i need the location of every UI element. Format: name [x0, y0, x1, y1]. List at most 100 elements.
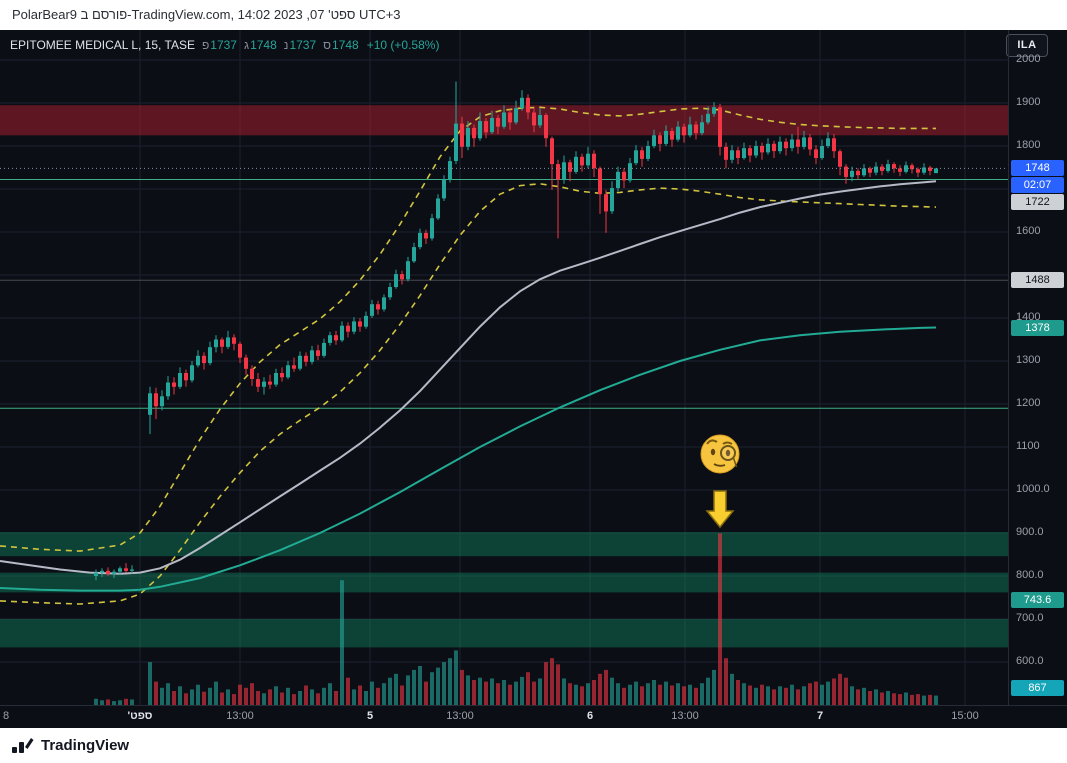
level-badge: 1488: [1011, 272, 1064, 288]
volume-bar: [346, 677, 350, 705]
volume-bar: [412, 669, 416, 705]
volume-bar: [514, 681, 518, 705]
volume-bar: [436, 667, 440, 705]
price-axis-label: 900.0: [1016, 526, 1044, 538]
volume-bar: [718, 533, 722, 705]
price-axis-label: 1800: [1016, 139, 1041, 151]
volume-bar: [466, 675, 470, 705]
volume-bar: [886, 691, 890, 705]
open-label: פ: [201, 38, 210, 52]
price-axis-label: 800.0: [1016, 569, 1044, 581]
volume-bar: [568, 683, 572, 705]
volume-bar: [124, 698, 128, 705]
support-zone: [0, 572, 1008, 593]
volume-bar: [130, 699, 134, 705]
volume-bar: [814, 681, 818, 705]
volume-bar: [850, 686, 854, 705]
volume-bar: [280, 692, 284, 705]
volume-bar: [148, 662, 152, 705]
volume-bar: [874, 689, 878, 705]
symbol-title[interactable]: EPITOMEE MEDICAL L, 15, TASE: [10, 38, 195, 52]
teal-ma-line: [0, 326, 937, 592]
volume-bar: [490, 678, 494, 705]
volume-bar: [928, 694, 932, 705]
volume-bar: [286, 687, 290, 705]
volume-bar: [274, 686, 278, 705]
volume-bar: [640, 686, 644, 705]
attribution-bar: PolarBear9 פורסם ב-TradingView.com, ספט'…: [0, 0, 1067, 30]
volume-bar: [844, 677, 848, 705]
volume-bar: [166, 683, 170, 705]
volume-bar: [730, 673, 734, 705]
volume-bar: [760, 684, 764, 705]
volume-bar: [712, 669, 716, 705]
volume-bar: [202, 691, 206, 705]
support-zone: [0, 532, 1008, 557]
volume-bar: [778, 686, 782, 705]
time-axis-label: 7: [816, 710, 824, 722]
volume-bar: [94, 698, 98, 705]
volume-bar: [190, 689, 194, 705]
volume-bar: [586, 683, 590, 705]
volume-bar: [220, 692, 224, 705]
volume-bar: [244, 687, 248, 705]
chart-region[interactable]: EPITOMEE MEDICAL L, 15, TASE פ 1737 ג 1748…: [0, 30, 1067, 728]
volume-bar: [508, 684, 512, 705]
volume-bar: [112, 701, 116, 705]
volume-bar: [460, 669, 464, 705]
volume-bar: [376, 687, 380, 705]
high-label: ג: [243, 38, 250, 52]
price-pane[interactable]: [0, 30, 1008, 705]
support-zone: [0, 619, 1008, 648]
volume-bar: [520, 676, 524, 705]
candlestick-layer: [94, 81, 938, 581]
volume-bar: [742, 683, 746, 705]
volume-bar: [358, 685, 362, 705]
volume-bar: [502, 680, 506, 705]
down-arrow-marker[interactable]: [705, 490, 735, 529]
volume-bar: [550, 658, 554, 705]
volume-bar: [652, 680, 656, 705]
volume-bar: [802, 686, 806, 705]
volume-bar: [334, 691, 338, 705]
volume-bar: [292, 694, 296, 705]
footer-bar: TradingView: [0, 728, 1067, 763]
volume-bar: [352, 689, 356, 705]
volume-bar: [880, 692, 884, 705]
publisher-logo-badge[interactable]: ILA: [1006, 34, 1048, 57]
symbol-legend[interactable]: EPITOMEE MEDICAL L, 15, TASE פ 1737 ג 1748…: [10, 38, 439, 52]
volume-bar: [634, 681, 638, 705]
time-axis-label: 15:00: [951, 710, 979, 722]
volume-bar: [496, 683, 500, 705]
volume-bar: [700, 683, 704, 705]
price-axis-label: 1100: [1016, 440, 1040, 452]
price-axis-label: 2000: [1016, 53, 1041, 65]
time-axis[interactable]: 8 ספט' 13:00 5 13:00 6 13:00 7 15:00: [0, 705, 1067, 728]
volume-bar: [310, 689, 314, 705]
volume-bar: [556, 664, 560, 705]
volume-bar: [856, 689, 860, 705]
time-axis-label: 6: [586, 710, 594, 722]
volume-bar: [796, 689, 800, 705]
price-axis-label: 700.0: [1016, 612, 1044, 624]
volume-bar: [868, 691, 872, 705]
tradingview-logo-icon[interactable]: [12, 737, 34, 754]
volume-bar: [646, 683, 650, 705]
volume-bar: [670, 685, 674, 705]
volume-bar: [676, 683, 680, 705]
volume-bar: [934, 695, 938, 705]
tradingview-wordmark[interactable]: TradingView: [41, 737, 130, 754]
volume-bar: [298, 691, 302, 705]
volume-bar: [178, 686, 182, 705]
price-axis[interactable]: 2000 1900 1800 1600 1400 1300 1200 1100 1000.0 90…: [1008, 30, 1067, 705]
volume-bar: [532, 681, 536, 705]
volume-bar: [478, 677, 482, 705]
change-value: +10 (+0.58%): [366, 38, 440, 52]
volume-bar: [526, 672, 530, 705]
volume-bar: [784, 687, 788, 705]
volume-bar: [388, 677, 392, 705]
monocle-emoji-icon[interactable]: [700, 434, 740, 474]
price-axis-label: 1300: [1016, 354, 1041, 366]
levels-layer: [0, 179, 1008, 409]
